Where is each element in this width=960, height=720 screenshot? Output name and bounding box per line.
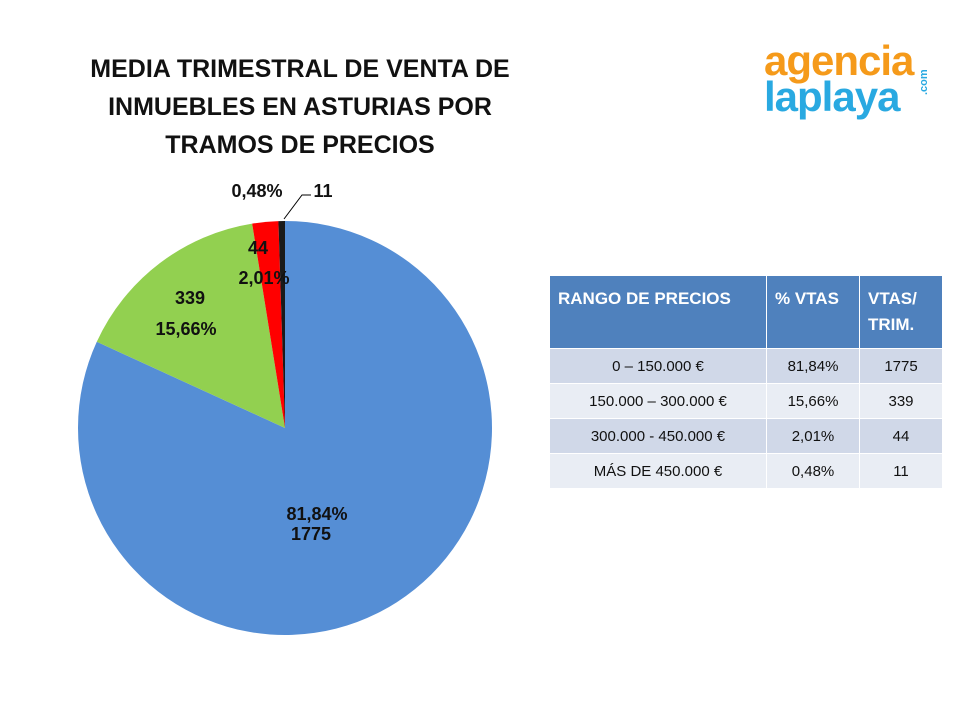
table-header-row: RANGO DE PRECIOS % VTAS VTAS/ TRIM.: [549, 275, 943, 349]
slice-300-450k: [252, 221, 285, 428]
slice-150-300k: [96, 223, 285, 428]
cell-vtas: 44: [859, 418, 943, 454]
cell-pct: 81,84%: [766, 348, 860, 384]
price-range-table: RANGO DE PRECIOS % VTAS VTAS/ TRIM. 0 – …: [549, 275, 943, 489]
table-row: MÁS DE 450.000 € 0,48% 11: [549, 453, 943, 489]
value-label-2: 44: [248, 238, 268, 258]
cell-pct: 2,01%: [766, 418, 860, 454]
cell-pct: 0,48%: [766, 453, 860, 489]
cell-range: MÁS DE 450.000 €: [549, 453, 767, 489]
percent-label-1: 15,66%: [155, 319, 216, 339]
agencia-laplaya-logo: agencia laplaya .com: [764, 40, 939, 125]
title-line-3: TRAMOS DE PRECIOS: [165, 131, 435, 159]
table-row: 0 – 150.000 € 81,84% 1775: [549, 348, 943, 384]
percent-label-2: 2,01%: [238, 268, 289, 288]
percent-label-0: 81,84%: [286, 504, 347, 524]
chart-title: MEDIA TRIMESTRAL DE VENTA DE INMUEBLES E…: [40, 50, 560, 164]
table-row: 300.000 - 450.000 € 2,01% 44: [549, 418, 943, 454]
slice-450k-plus: [278, 221, 285, 428]
value-label-1: 339: [175, 288, 205, 308]
cell-vtas: 11: [859, 453, 943, 489]
header-pct: % VTAS: [766, 275, 860, 349]
cell-range: 150.000 – 300.000 €: [549, 383, 767, 419]
cell-range: 0 – 150.000 €: [549, 348, 767, 384]
value-label-0: 1775: [291, 524, 331, 544]
title-line-1: MEDIA TRIMESTRAL DE VENTA DE: [90, 55, 510, 83]
title-line-2: INMUEBLES EN ASTURIAS POR: [108, 93, 492, 121]
cell-vtas: 1775: [859, 348, 943, 384]
cell-range: 300.000 - 450.000 €: [549, 418, 767, 454]
percent-label-3: 0,48%: [231, 181, 282, 201]
logo-line-1: agencia: [764, 37, 914, 84]
cell-pct: 15,66%: [766, 383, 860, 419]
table-row: 150.000 – 300.000 € 15,66% 339: [549, 383, 943, 419]
cell-vtas: 339: [859, 383, 943, 419]
header-rango: RANGO DE PRECIOS: [549, 275, 767, 349]
leader-line: [283, 194, 311, 220]
value-label-3: 11: [313, 181, 332, 201]
header-vtas: VTAS/ TRIM.: [859, 275, 943, 349]
logo-line-2: laplaya: [764, 73, 900, 120]
